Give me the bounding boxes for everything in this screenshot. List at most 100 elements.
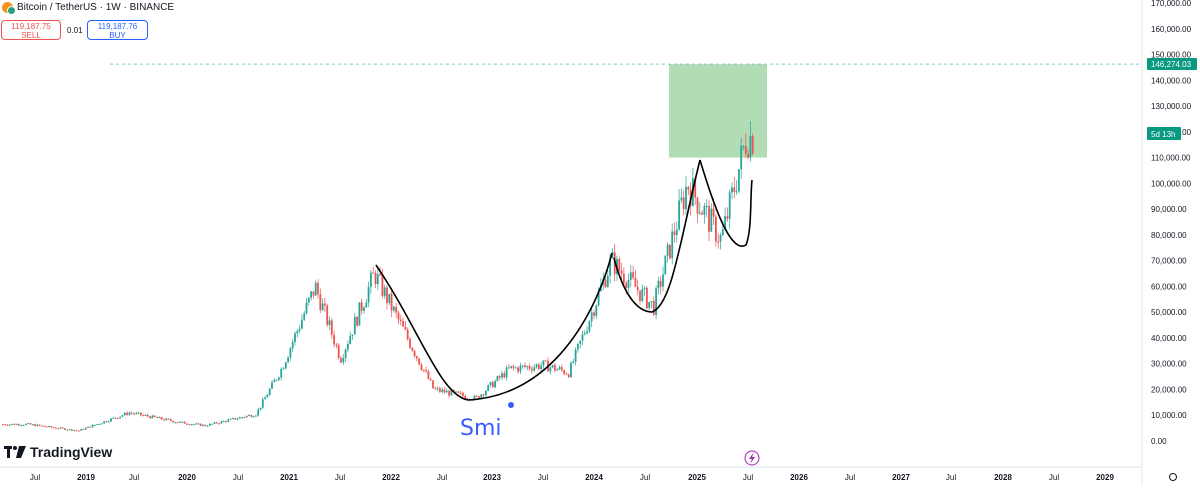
candle xyxy=(485,389,487,397)
x-tick-label: 2024 xyxy=(585,473,603,482)
candle xyxy=(4,423,7,426)
candle xyxy=(342,354,345,365)
candle xyxy=(365,299,368,308)
x-tick-label: Jul xyxy=(743,473,753,482)
candle xyxy=(135,411,138,415)
symbol-title[interactable]: Bitcoin / TetherUS · 1W · BINANCE xyxy=(17,1,175,13)
candle xyxy=(728,189,731,230)
y-tick-label: 110,000.00 xyxy=(1151,154,1191,163)
candle xyxy=(301,314,303,330)
candle xyxy=(172,420,174,423)
candle xyxy=(395,303,398,318)
candle xyxy=(627,273,630,293)
candle xyxy=(38,424,41,427)
target-price-badge: 146,274.03 xyxy=(1151,60,1192,69)
candle xyxy=(462,391,464,398)
spread-value: 0.01 xyxy=(67,26,83,35)
candle xyxy=(105,420,108,423)
x-tick-label: Jul xyxy=(129,473,139,482)
candle xyxy=(43,425,46,427)
candle xyxy=(383,284,386,299)
candle xyxy=(121,414,124,418)
candle xyxy=(554,362,556,373)
candle xyxy=(34,423,36,427)
y-tick-label: 60,000.00 xyxy=(1151,282,1187,291)
candle xyxy=(128,411,131,416)
candle xyxy=(213,421,216,425)
candle xyxy=(717,232,720,249)
candle xyxy=(291,339,294,353)
candle xyxy=(680,188,683,204)
y-tick-label: 20,000.00 xyxy=(1151,385,1187,394)
candle xyxy=(344,348,347,363)
candle xyxy=(335,342,338,349)
candle xyxy=(41,425,43,427)
pattern-curves xyxy=(375,159,753,401)
candle xyxy=(549,366,552,375)
y-tick-label: 140,000.00 xyxy=(1151,76,1192,85)
candle xyxy=(241,417,243,419)
candle xyxy=(36,424,39,427)
settings-icon[interactable] xyxy=(1169,473,1177,481)
x-tick-label: 2025 xyxy=(688,473,706,482)
candle xyxy=(61,427,64,429)
candle xyxy=(257,407,260,417)
candle xyxy=(71,428,73,431)
x-tick-label: 2029 xyxy=(1096,473,1114,482)
candle xyxy=(59,426,62,430)
candle xyxy=(544,359,547,362)
candle xyxy=(404,320,407,331)
candle xyxy=(337,343,340,360)
candle xyxy=(593,309,595,320)
candle xyxy=(441,387,444,394)
candle xyxy=(650,300,653,309)
candle xyxy=(48,425,50,428)
y-tick-label: 40,000.00 xyxy=(1151,334,1187,343)
candle xyxy=(236,417,239,421)
candle xyxy=(169,418,172,422)
candle xyxy=(459,390,462,395)
candle xyxy=(87,426,89,428)
candles-layer xyxy=(2,121,754,432)
candle xyxy=(188,423,191,426)
candle xyxy=(659,276,662,295)
candle xyxy=(287,356,289,363)
candle xyxy=(574,347,577,366)
tradingview-logo[interactable]: TradingView xyxy=(4,444,112,460)
candle xyxy=(349,331,352,345)
candle xyxy=(137,411,140,415)
candle xyxy=(229,418,232,420)
candle xyxy=(96,424,99,426)
candle xyxy=(358,302,361,326)
candle xyxy=(222,420,225,423)
candle xyxy=(305,297,308,315)
lightning-icon[interactable] xyxy=(744,450,760,466)
candle xyxy=(248,414,250,416)
buy-price: 119,187.76 xyxy=(97,22,138,31)
candle xyxy=(156,416,158,418)
sell-button[interactable]: 119,187.75 SELL xyxy=(1,20,61,40)
watermark-dot xyxy=(508,402,514,408)
candle xyxy=(114,417,117,419)
candle xyxy=(261,397,264,409)
candle xyxy=(351,334,354,341)
candle xyxy=(211,423,214,425)
buy-button[interactable]: 119,187.76 BUY xyxy=(87,20,148,40)
candle xyxy=(409,337,411,350)
candle xyxy=(324,297,326,312)
candle xyxy=(206,425,209,427)
candle xyxy=(740,137,743,179)
price-axis[interactable]: 170,000.00 160,000.00 150,000.00 140,000.00… xyxy=(1141,0,1192,485)
candle xyxy=(528,363,531,371)
candle xyxy=(682,190,685,216)
candle xyxy=(443,387,446,395)
candle xyxy=(422,369,425,373)
candle xyxy=(27,422,30,425)
candle xyxy=(517,366,519,374)
candle xyxy=(577,343,579,353)
candle xyxy=(123,411,126,416)
cup-curve-1 xyxy=(375,252,613,401)
time-axis[interactable]: Jul 2019 Jul 2020 Jul 2021 Jul 2022 Jul 2023 Jul 20… xyxy=(0,466,1142,482)
candle xyxy=(652,296,655,317)
